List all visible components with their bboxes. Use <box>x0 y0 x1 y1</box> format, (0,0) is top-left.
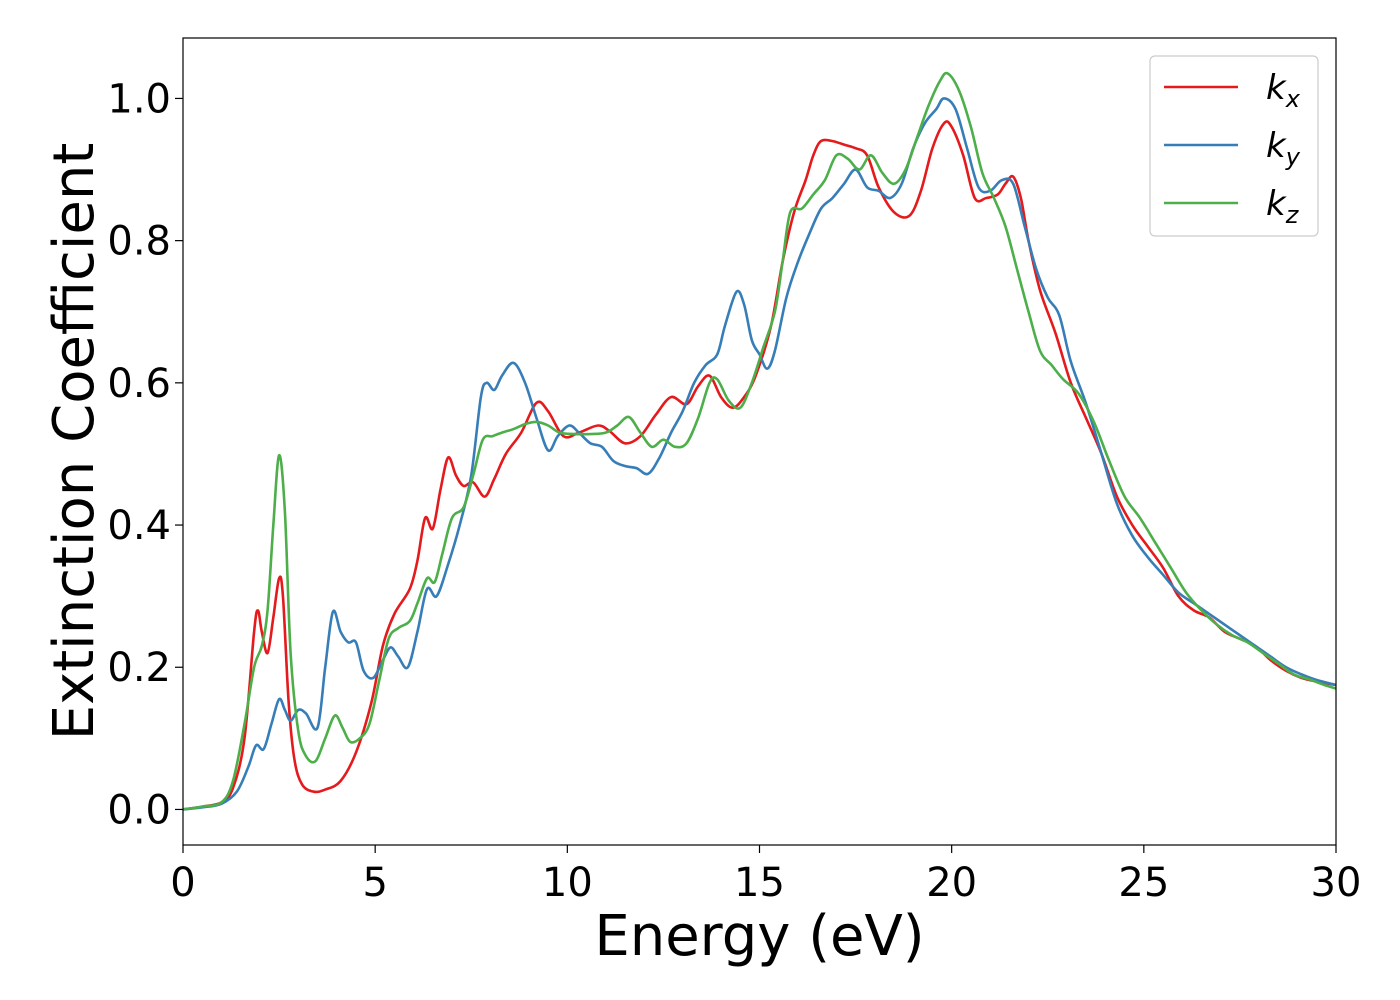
x-tick-label: 20 <box>926 860 977 906</box>
y-tick-label: 0.8 <box>107 219 171 265</box>
y-tick-label: 0.4 <box>107 503 171 549</box>
series-line-kz <box>183 71 1336 811</box>
legend-label-main: k <box>1266 68 1287 108</box>
x-axis-ticks: 0 5 10 15 20 25 30 <box>170 845 1361 906</box>
x-tick-label: 0 <box>170 860 195 906</box>
legend-label-kx: kx <box>1266 68 1301 113</box>
y-axis-title: Extinction Coefficient <box>42 143 107 741</box>
legend-label-main: k <box>1266 126 1287 166</box>
legend-label-main: k <box>1266 184 1287 224</box>
x-tick-label: 25 <box>1118 860 1169 906</box>
y-axis-ticks: 0.0 0.2 0.4 0.6 0.8 1.0 <box>107 76 183 833</box>
legend-label-subscript: x <box>1285 85 1301 113</box>
series-line-ky <box>183 97 1336 811</box>
x-tick-label: 5 <box>362 860 387 906</box>
x-tick-label: 10 <box>542 860 593 906</box>
legend-label-kz: kz <box>1266 184 1300 229</box>
y-tick-label: 0.6 <box>107 361 171 407</box>
x-tick-label: 15 <box>734 860 785 906</box>
y-tick-label: 0.2 <box>107 645 171 691</box>
legend-label-subscript: y <box>1285 143 1301 171</box>
y-tick-label: 1.0 <box>107 76 171 122</box>
series-line-kx <box>183 120 1336 811</box>
x-axis-title: Energy (eV) <box>594 904 924 969</box>
legend-label-ky: ky <box>1266 126 1301 171</box>
legend-label-subscript: z <box>1285 201 1300 229</box>
x-tick-label: 30 <box>1311 860 1362 906</box>
y-tick-label: 0.0 <box>107 787 171 833</box>
series-layer <box>183 71 1336 811</box>
